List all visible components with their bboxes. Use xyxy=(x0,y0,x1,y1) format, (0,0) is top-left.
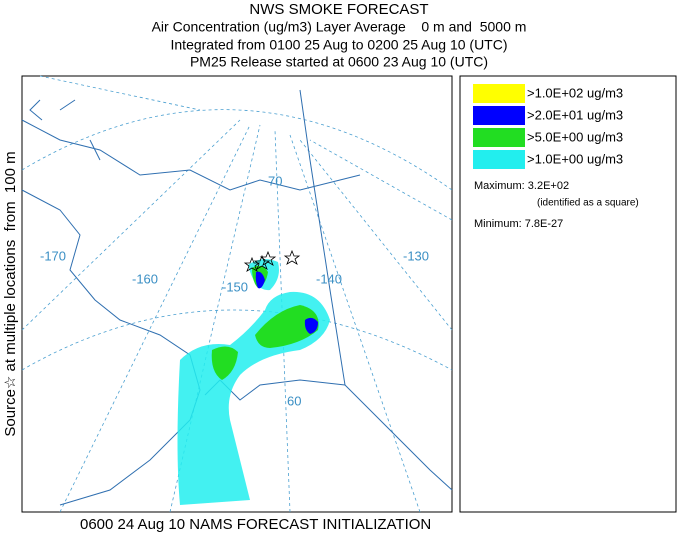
subtitle: PM25 Release started at 0600 23 Aug 10 (… xyxy=(190,54,488,70)
footer: 0600 24 Aug 10 NAMS FORECAST INITIALIZAT… xyxy=(80,516,431,533)
legend-label: >1.0E+00 ug/m3 xyxy=(527,151,623,166)
map: -170 -160 -150 -140 -130 70 60 xyxy=(21,75,453,513)
legend-swatch xyxy=(473,84,525,103)
plume-area xyxy=(255,271,265,289)
title: NWS SMOKE FORECAST xyxy=(249,1,428,18)
subtitle: Air Concentration (ug/m3) Layer Average … xyxy=(152,19,527,35)
plume-area xyxy=(255,305,319,348)
graticule-label: 60 xyxy=(287,393,301,408)
graticule-label: -170 xyxy=(40,248,66,263)
legend-label: >1.0E+02 ug/m3 xyxy=(527,85,623,100)
plume-area xyxy=(304,317,318,334)
legend-label: >2.0E+01 ug/m3 xyxy=(527,107,623,122)
smoke-plume xyxy=(177,259,330,505)
graticule-label: -130 xyxy=(403,248,429,263)
graticule-label: -150 xyxy=(222,279,248,294)
legend-swatch xyxy=(473,128,525,147)
legend-frame xyxy=(459,75,677,513)
maximum: Maximum: 3.2E+02 xyxy=(474,180,569,192)
side-label: Source☆ at multiple locations from 100 m xyxy=(2,151,19,436)
graticule-label: -140 xyxy=(316,271,342,286)
minimum: Minimum: 7.8E-27 xyxy=(474,218,563,230)
legend-swatch xyxy=(473,150,525,169)
plume-area xyxy=(211,346,238,380)
source-markers xyxy=(243,249,301,272)
plume-area xyxy=(177,291,330,505)
maximum-note: (identified as a square) xyxy=(537,198,639,209)
graticule xyxy=(21,75,453,513)
legend-swatch xyxy=(473,106,525,125)
legend-label: >5.0E+00 ug/m3 xyxy=(527,129,623,144)
subtitle: Integrated from 0100 25 Aug to 0200 25 A… xyxy=(171,37,508,53)
graticule-label: -160 xyxy=(132,271,158,286)
legend: Maximum: 3.2E+02 (identified as a square… xyxy=(459,75,677,513)
graticule-label: 70 xyxy=(268,173,282,188)
